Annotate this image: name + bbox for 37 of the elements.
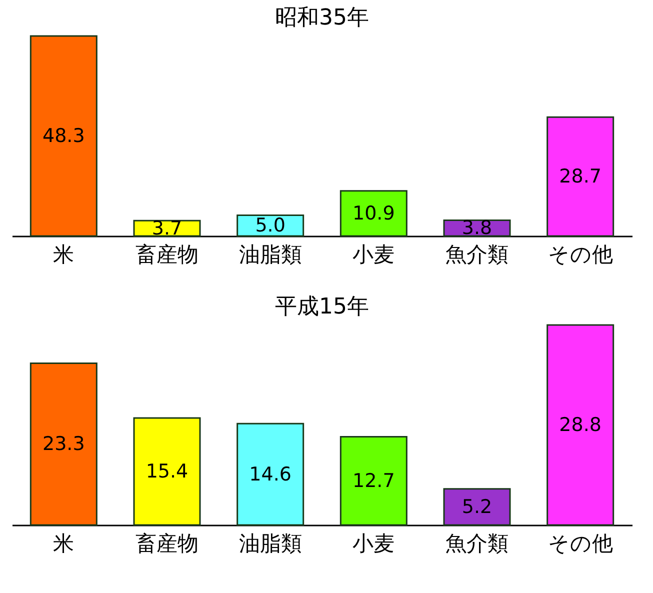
data-label: 23.3 <box>42 433 85 456</box>
data-label: 5.0 <box>255 214 286 237</box>
bar <box>30 362 98 526</box>
data-label: 48.3 <box>42 125 85 147</box>
chart-title: 平成15年 <box>275 294 369 320</box>
data-label: 14.6 <box>249 463 292 486</box>
bar <box>546 116 614 237</box>
bar <box>133 417 201 526</box>
data-label: 5.2 <box>462 496 492 518</box>
chart-title: 昭和35年 <box>275 5 369 30</box>
bar <box>546 324 614 526</box>
x-tick-label: 畜産物 <box>136 242 198 266</box>
data-label: 10.9 <box>352 202 395 224</box>
data-label: 28.8 <box>559 414 602 436</box>
data-label: 3.7 <box>152 217 182 240</box>
bar <box>133 220 201 237</box>
x-tick-label: 魚介類 <box>446 532 508 556</box>
bar <box>236 214 304 237</box>
x-tick-label: その他 <box>548 242 613 266</box>
data-label: 12.7 <box>352 470 395 492</box>
x-tick-label: 米 <box>53 242 74 266</box>
x-tick-label: 油脂類 <box>238 532 302 556</box>
data-label: 15.4 <box>146 460 188 483</box>
bar <box>340 190 408 237</box>
x-tick-label: その他 <box>548 532 613 556</box>
x-tick-label: 小麦 <box>352 532 395 556</box>
bar <box>443 488 511 526</box>
x-tick-label: 畜産物 <box>136 532 198 556</box>
x-tick-label: 油脂類 <box>238 242 302 266</box>
bar <box>340 436 408 526</box>
bar <box>236 422 304 526</box>
x-tick-label: 小麦 <box>352 242 395 266</box>
data-label: 3.8 <box>462 217 492 240</box>
x-tick-label: 魚介類 <box>446 242 508 266</box>
x-tick-label: 米 <box>53 532 74 556</box>
data-label: 28.7 <box>559 166 602 188</box>
bar <box>30 35 98 237</box>
